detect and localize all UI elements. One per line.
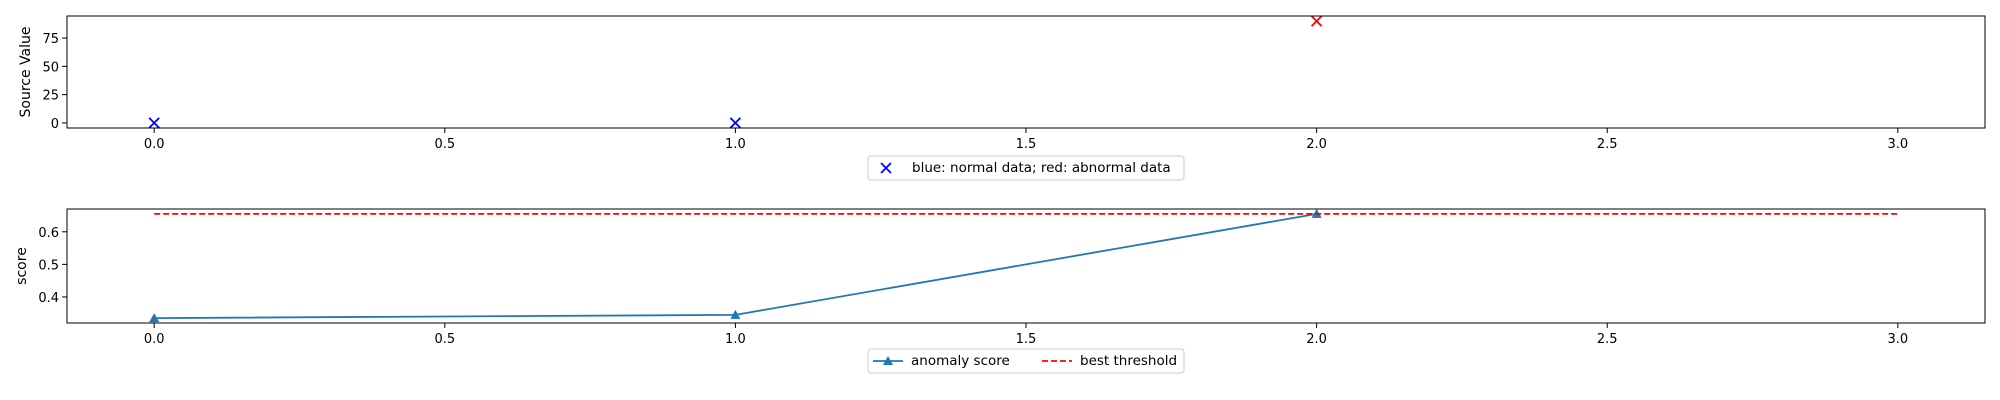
score-x-tick-label: 1.5: [1016, 332, 1037, 347]
score-x-tick-label: 0.0: [144, 332, 165, 347]
score-x-axis: 0.0 0.5 1.0 1.5 2.0 2.5 3.0: [144, 323, 1908, 347]
series-point-anomaly-score-1: [730, 309, 741, 319]
source-value-legend-box: [867, 155, 1185, 181]
source-value-y-axis: 0 25 50 75: [42, 32, 67, 132]
score-legend: anomaly score best threshold: [867, 348, 1185, 374]
source-value-y-tick-label: 50: [42, 60, 59, 75]
source-value-x-tick-label: 1.5: [1016, 137, 1037, 152]
source-value-panel: 0.0 0.5 1.0 1.5 2.0 2.5 3.0 0 25 50 75 Source Val…: [18, 15, 1986, 181]
scatter-point-1: [729, 117, 742, 129]
source-value-x-tick-label: 2.0: [1306, 137, 1327, 152]
source-value-x-tick-label: 1.0: [725, 137, 746, 152]
legend-anomaly-score-swatch: [873, 356, 903, 365]
source-value-marks: [148, 15, 1323, 129]
legend-marker-x: [880, 162, 892, 174]
score-y-tick-label: 0.6: [38, 226, 59, 241]
score-marks: [149, 208, 1898, 323]
source-value-x-axis: 0.0 0.5 1.0 1.5 2.0 2.5 3.0: [144, 128, 1908, 152]
score-y-tick-label: 0.4: [38, 291, 59, 306]
score-x-tick-label: 0.5: [434, 332, 455, 347]
source-value-y-tick-label: 25: [42, 89, 59, 104]
source-value-x-tick-label: 0.0: [144, 137, 165, 152]
source-value-x-tick-label: 3.0: [1887, 137, 1908, 152]
score-legend-box: [867, 348, 1185, 374]
legend-anomaly-score-label: anomaly score: [911, 353, 1010, 369]
source-value-y-tick-label: 75: [42, 32, 59, 47]
source-value-x-tick-label: 0.5: [434, 137, 455, 152]
score-x-tick-label: 2.5: [1597, 332, 1618, 347]
score-y-axis-label: score: [14, 247, 30, 285]
scatter-point-0: [148, 117, 160, 129]
score-y-axis: 0.4 0.5 0.6: [38, 226, 67, 306]
scatter-point-2: [1310, 15, 1323, 27]
series-point-anomaly-score-0: [149, 313, 160, 323]
source-value-legend-label: blue: normal data; red: abnormal data: [912, 160, 1171, 176]
source-value-legend: blue: normal data; red: abnormal data: [867, 155, 1185, 181]
score-y-tick-label: 0.5: [38, 258, 59, 273]
source-value-x-tick-label: 2.5: [1597, 137, 1618, 152]
source-value-y-tick-label: 0: [51, 117, 59, 132]
source-value-y-axis-label: Source Value: [18, 27, 34, 118]
legend-best-threshold-label: best threshold: [1080, 353, 1177, 369]
score-x-tick-label: 2.0: [1306, 332, 1327, 347]
score-panel: 0.0 0.5 1.0 1.5 2.0 2.5 3.0 0.4 0.5 0.6 score an…: [14, 208, 1986, 374]
score-x-tick-label: 1.0: [725, 332, 746, 347]
score-x-tick-label: 3.0: [1887, 332, 1908, 347]
